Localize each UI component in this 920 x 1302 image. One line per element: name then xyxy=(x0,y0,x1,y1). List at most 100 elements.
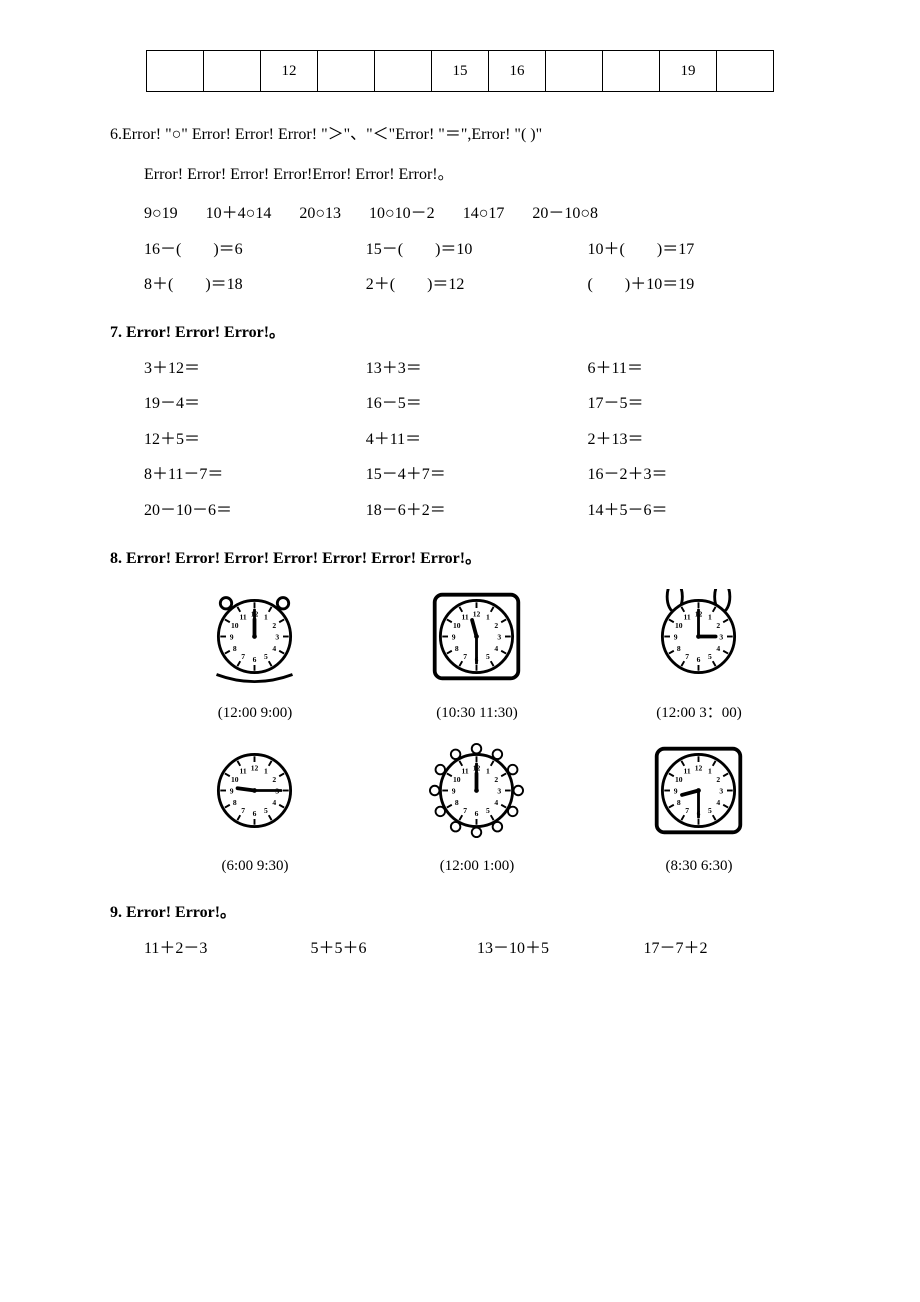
number-sequence-table: 12 1516 19 xyxy=(146,50,774,92)
svg-text:12: 12 xyxy=(473,610,481,619)
q6-l2-b: 15－( )＝10 xyxy=(366,237,588,263)
svg-text:3: 3 xyxy=(720,786,724,795)
seq-cell-7 xyxy=(546,51,603,92)
svg-text:8: 8 xyxy=(455,644,459,653)
svg-text:9: 9 xyxy=(674,632,678,641)
clock-face: 121234567891011 xyxy=(207,589,302,684)
q6-l3-c: ( )＋10＝19 xyxy=(588,272,810,298)
q7-r3a: 12＋5＝ xyxy=(144,427,366,453)
svg-text:10: 10 xyxy=(231,775,239,784)
svg-text:11: 11 xyxy=(240,766,247,775)
q7-r1c: 6＋11＝ xyxy=(588,356,810,382)
q9-r1c: 13－10＋5 xyxy=(477,936,644,962)
q9-title: 9. Error! Error!。 xyxy=(110,900,810,926)
svg-text:5: 5 xyxy=(264,806,268,815)
clock-face: 121234567891011 xyxy=(429,743,524,838)
svg-text:10: 10 xyxy=(675,775,683,784)
svg-text:6: 6 xyxy=(253,655,257,664)
q7-block: 3＋12＝13＋3＝6＋11＝ 19－4＝16－5＝17－5＝ 12＋5＝4＋1… xyxy=(110,356,810,524)
svg-text:3: 3 xyxy=(498,786,502,795)
svg-text:4: 4 xyxy=(273,797,277,806)
svg-text:1: 1 xyxy=(486,766,490,775)
svg-text:8: 8 xyxy=(455,797,459,806)
svg-text:5: 5 xyxy=(486,806,490,815)
svg-text:1: 1 xyxy=(264,613,268,622)
svg-text:4: 4 xyxy=(717,797,721,806)
clock-face: 121234567891011 xyxy=(651,743,746,838)
svg-text:6: 6 xyxy=(475,809,479,818)
clock-caption-2: (12:00 3：00) xyxy=(599,701,799,725)
q7-title: 7. Error! Error! Error!。 xyxy=(110,320,810,346)
svg-text:10: 10 xyxy=(675,621,683,630)
q7-r5a: 20－10－6＝ xyxy=(144,498,366,524)
svg-text:12: 12 xyxy=(695,763,703,772)
svg-text:5: 5 xyxy=(264,652,268,661)
svg-text:2: 2 xyxy=(717,621,721,630)
clock-face: 121234567891011 xyxy=(429,589,524,684)
svg-text:7: 7 xyxy=(686,806,690,815)
q6-l1-a: 9○19 xyxy=(144,201,178,227)
q6-l2-a: 16－( )＝6 xyxy=(144,237,366,263)
svg-text:7: 7 xyxy=(464,652,468,661)
svg-text:10: 10 xyxy=(453,775,461,784)
q7-r1a: 3＋12＝ xyxy=(144,356,366,382)
seq-cell-8 xyxy=(603,51,660,92)
svg-text:6: 6 xyxy=(697,655,701,664)
svg-text:1: 1 xyxy=(708,613,712,622)
clock-caption-4: (12:00 1:00) xyxy=(377,854,577,878)
svg-text:4: 4 xyxy=(495,797,499,806)
q7-r4a: 8＋11－7＝ xyxy=(144,462,366,488)
seq-cell-3 xyxy=(318,51,375,92)
q7-r4b: 15－4＋7＝ xyxy=(366,462,588,488)
q8-block: 121234567891011 (12:00 9:00) 12123456789… xyxy=(110,589,810,878)
clock-caption-5: (8:30 6:30) xyxy=(599,854,799,878)
q7-r5b: 18－6＋2＝ xyxy=(366,498,588,524)
svg-text:7: 7 xyxy=(242,652,246,661)
q7-r1b: 13＋3＝ xyxy=(366,356,588,382)
svg-text:3: 3 xyxy=(720,632,724,641)
svg-text:7: 7 xyxy=(686,652,690,661)
seq-cell-4 xyxy=(375,51,432,92)
clock-item-5: 121234567891011 (8:30 6:30) xyxy=(599,743,799,879)
svg-text:4: 4 xyxy=(717,644,721,653)
svg-text:7: 7 xyxy=(464,806,468,815)
svg-text:9: 9 xyxy=(230,786,234,795)
svg-text:10: 10 xyxy=(231,621,239,630)
svg-text:10: 10 xyxy=(453,621,461,630)
svg-text:1: 1 xyxy=(486,613,490,622)
seq-cell-5: 15 xyxy=(432,51,489,92)
q7-r2b: 16－5＝ xyxy=(366,391,588,417)
q6-line1: 9○19 10＋4○14 20○13 10○10－2 14○17 20－10○8 xyxy=(110,201,810,227)
svg-text:2: 2 xyxy=(273,621,277,630)
q6-l1-f: 20－10○8 xyxy=(532,201,598,227)
svg-text:9: 9 xyxy=(452,632,456,641)
clock-item-1: 121234567891011 (10:30 11:30) xyxy=(377,589,577,725)
svg-text:3: 3 xyxy=(498,632,502,641)
seq-cell-2: 12 xyxy=(261,51,318,92)
svg-text:8: 8 xyxy=(233,797,237,806)
q6-l1-e: 14○17 xyxy=(463,201,505,227)
q6-l3-b: 2＋( )＝12 xyxy=(366,272,588,298)
svg-text:11: 11 xyxy=(684,613,691,622)
svg-text:5: 5 xyxy=(486,652,490,661)
q6-line2: 16－( )＝6 15－( )＝10 10＋( )＝17 xyxy=(110,237,810,263)
clock-caption-3: (6:00 9:30) xyxy=(155,854,355,878)
svg-text:7: 7 xyxy=(242,806,246,815)
svg-text:8: 8 xyxy=(233,644,237,653)
q8-title: 8. Error! Error! Error! Error! Error! Er… xyxy=(110,546,810,572)
q6-intro-a: 6.Error! "○" Error! Error! Error! "＞"、"＜… xyxy=(110,122,810,148)
q9-r1d: 17－7＋2 xyxy=(644,936,811,962)
svg-text:4: 4 xyxy=(273,644,277,653)
svg-text:8: 8 xyxy=(677,797,681,806)
q7-r5c: 14＋5－6＝ xyxy=(588,498,810,524)
svg-text:9: 9 xyxy=(230,632,234,641)
svg-text:1: 1 xyxy=(264,766,268,775)
seq-cell-6: 16 xyxy=(489,51,546,92)
svg-text:1: 1 xyxy=(708,766,712,775)
seq-cell-9: 19 xyxy=(660,51,717,92)
clock-item-0: 121234567891011 (12:00 9:00) xyxy=(155,589,355,725)
svg-text:4: 4 xyxy=(495,644,499,653)
q7-r2a: 19－4＝ xyxy=(144,391,366,417)
svg-text:11: 11 xyxy=(462,613,469,622)
q6-l2-c: 10＋( )＝17 xyxy=(588,237,810,263)
